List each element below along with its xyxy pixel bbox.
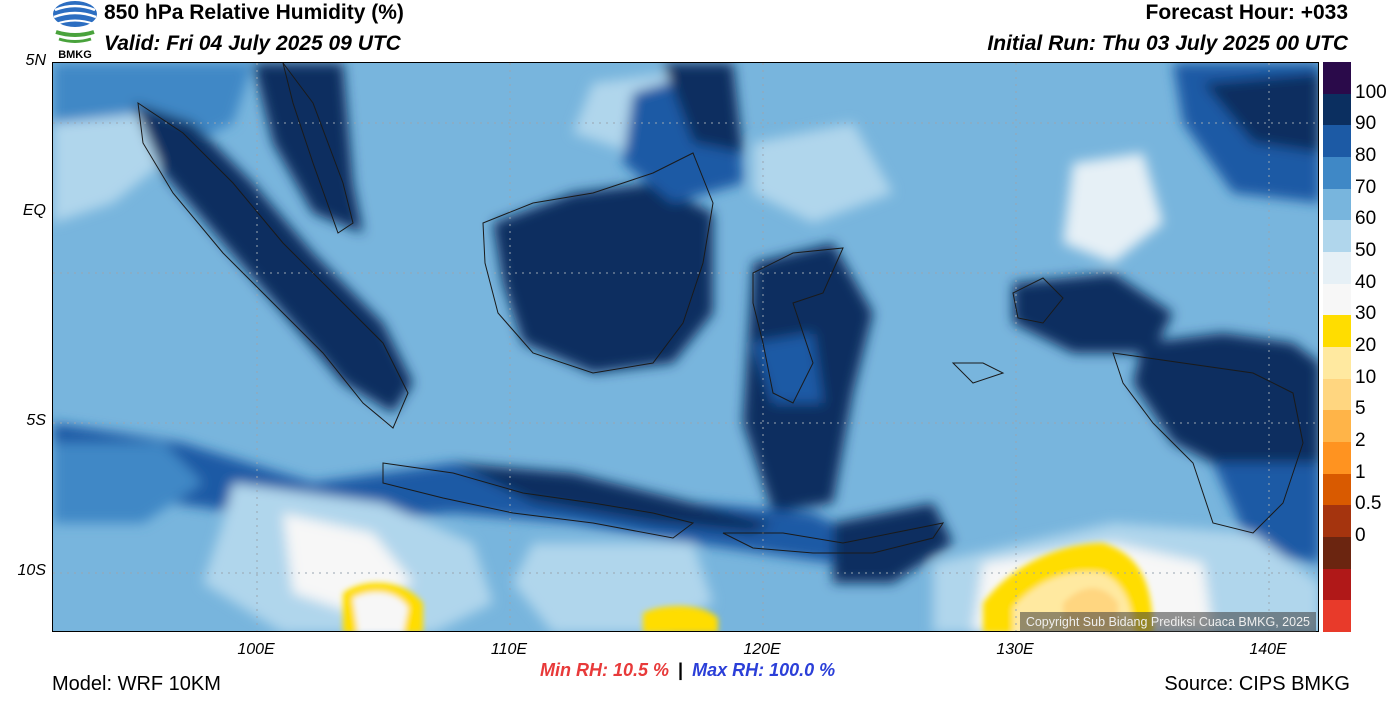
colorbar-segment (1323, 473, 1351, 506)
colorbar-segment (1323, 442, 1351, 475)
colorbar-label: 20 (1355, 335, 1377, 356)
chart-title: 850 hPa Relative Humidity (%) (104, 1, 404, 24)
colorbar-segment (1323, 157, 1351, 190)
lat-tick: 5N (25, 52, 46, 69)
colorbar-label: 70 (1355, 176, 1377, 198)
colorbar-label: 100 (1355, 81, 1387, 103)
colorbar-segment (1323, 410, 1351, 443)
colorbar-label: 0 (1355, 525, 1366, 546)
map-panel (52, 62, 1319, 632)
colorbar-segment (1323, 93, 1351, 126)
bmkg-logo: BMKG (53, 1, 97, 60)
forecast-hour: Forecast Hour: +033 (1145, 1, 1349, 24)
colorbar-segment (1323, 220, 1351, 253)
colorbar (1323, 62, 1351, 633)
colorbar-segment (1323, 125, 1351, 158)
colorbar-segment (1323, 62, 1351, 95)
lon-tick: 100E (237, 641, 275, 658)
model-label: Model: WRF 10KM (52, 673, 221, 695)
colorbar-label: 2 (1355, 430, 1366, 451)
stats-separator: | (678, 660, 684, 680)
humidity-map (53, 63, 1318, 631)
colorbar-segment (1323, 315, 1351, 348)
lon-tick: 110E (490, 641, 528, 658)
colorbar-label: 1 (1355, 461, 1366, 483)
colorbar-segment (1323, 568, 1351, 601)
colorbar-label: 10 (1355, 366, 1377, 388)
initial-run: Initial Run: Thu 03 July 2025 00 UTC (987, 32, 1348, 55)
colorbar-label: 0.5 (1355, 493, 1382, 515)
colorbar-label: 30 (1355, 303, 1377, 325)
colorbar-segment (1323, 252, 1351, 285)
lat-tick: 5S (26, 412, 46, 429)
colorbar-label: 5 (1355, 398, 1366, 420)
lon-tick: 130E (996, 641, 1034, 658)
colorbar-label: 90 (1355, 113, 1377, 135)
colorbar-segment (1323, 283, 1351, 316)
min-rh: Min RH: 10.5 % (540, 660, 670, 680)
colorbar-label: 50 (1355, 240, 1377, 261)
colorbar-segment (1323, 188, 1351, 221)
colorbar-segment (1323, 505, 1351, 538)
colorbar-segment (1323, 537, 1351, 570)
rh-stats: Min RH: 10.5 % | Max RH: 100.0 % (540, 660, 835, 681)
lon-tick: 140E (1249, 641, 1287, 658)
colorbar-label: 60 (1355, 208, 1377, 230)
source-label: Source: CIPS BMKG (1164, 673, 1350, 695)
colorbar-segment (1323, 600, 1351, 633)
colorbar-label: 80 (1355, 145, 1377, 166)
logo-text: BMKG (58, 49, 92, 60)
valid-time: Valid: Fri 04 July 2025 09 UTC (104, 32, 401, 55)
copyright-notice: Copyright Sub Bidang Prediksi Cuaca BMKG… (1019, 612, 1316, 632)
coastlines (137, 63, 1304, 554)
colorbar-label: 40 (1355, 271, 1377, 293)
lon-tick: 120E (743, 641, 781, 658)
colorbar-segment (1323, 347, 1351, 380)
colorbar-segment (1323, 378, 1351, 411)
lat-tick: 10S (17, 562, 46, 579)
lat-tick: EQ (22, 202, 46, 219)
graticule (53, 63, 1318, 631)
max-rh: Max RH: 100.0 % (692, 660, 836, 680)
